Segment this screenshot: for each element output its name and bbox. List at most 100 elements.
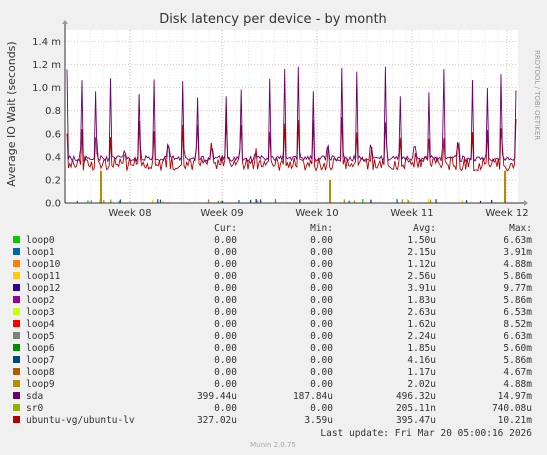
x-axis-arrow <box>524 200 528 206</box>
x-tick-label: Week 08 <box>108 208 151 219</box>
plot-area <box>65 30 518 203</box>
legend-cur: 0.00 <box>214 403 237 414</box>
legend-name: ubuntu-vg/ubuntu-lv <box>26 415 135 426</box>
legend-cur: 0.00 <box>214 235 237 246</box>
legend-avg: 496.32u <box>396 391 436 402</box>
legend-name: loop7 <box>26 355 55 366</box>
rrdtool-credit: RRDTOOL / TOBI OETIKER <box>533 50 541 140</box>
y-tick-label: 1.0 m <box>32 83 61 94</box>
legend-swatch <box>13 392 20 399</box>
legend-min: 0.00 <box>310 271 333 282</box>
legend-cur: 0.00 <box>214 343 237 354</box>
legend-swatch <box>13 404 20 411</box>
y-tick-label: 0.6 <box>45 129 61 140</box>
series-line-sda <box>66 66 517 163</box>
legend-max: 5.86m <box>503 271 532 282</box>
y-axis-label: Average IO Wait (seconds) <box>5 41 18 186</box>
y-axis-arrow <box>62 20 68 24</box>
chart-title: Disk latency per device - by month <box>159 12 387 27</box>
y-tick-label: 0.8 <box>45 106 61 117</box>
legend-name: loop11 <box>26 271 61 282</box>
legend-name: loop12 <box>26 283 60 294</box>
legend-cur: 0.00 <box>214 259 237 270</box>
legend-min: 0.00 <box>310 367 333 378</box>
legend-min: 0.00 <box>310 331 333 342</box>
legend-cur: 0.00 <box>214 307 237 318</box>
legend-name: loop8 <box>26 367 55 378</box>
legend-name: loop1 <box>26 247 55 258</box>
legend-max: 3.91m <box>503 247 532 258</box>
legend-header: Min: <box>310 223 333 234</box>
axes: 0.0 0.2 0.4 0.6 0.8 1.0 m 1.2 m 1.4 m Week 08 Wee… <box>32 20 529 219</box>
legend-swatch <box>13 320 20 327</box>
legend-min: 0.00 <box>310 283 333 294</box>
y-tick-label: 0.4 <box>45 152 61 163</box>
legend-name: loop6 <box>26 343 55 354</box>
legend-max: 8.52m <box>503 319 532 330</box>
legend-avg: 1.85u <box>407 343 436 354</box>
legend-header: Max: <box>509 223 532 234</box>
legend-min: 0.00 <box>310 343 333 354</box>
legend-name: loop4 <box>26 319 55 330</box>
legend-avg: 1.17u <box>407 367 436 378</box>
legend-max: 740.08u <box>492 403 532 414</box>
legend-name: sr0 <box>26 403 43 414</box>
legend-name: loop0 <box>26 235 55 246</box>
x-tick-label: Week 09 <box>200 208 243 219</box>
y-tick-label: 1.2 m <box>32 60 61 71</box>
legend-max: 10.21m <box>498 415 533 426</box>
legend-swatch <box>13 332 20 339</box>
legend-swatch <box>13 272 20 279</box>
legend-swatch <box>13 344 20 351</box>
legend-cur: 0.00 <box>214 379 237 390</box>
legend-min: 0.00 <box>310 235 333 246</box>
series-line-ubuntu-lv <box>66 117 517 172</box>
series-layer <box>66 66 517 203</box>
legend-min: 0.00 <box>310 307 333 318</box>
legend-min: 0.00 <box>310 319 333 330</box>
legend-avg: 1.83u <box>407 295 436 306</box>
y-tick-label: 0.0 <box>45 199 61 210</box>
legend-avg: 205.11n <box>396 403 436 414</box>
legend-max: 14.97m <box>498 391 533 402</box>
legend-name: loop5 <box>26 331 55 342</box>
legend-avg: 2.02u <box>407 379 436 390</box>
legend-avg: 395.47u <box>396 415 436 426</box>
legend-swatch <box>13 248 20 255</box>
last-update: Last update: Fri Mar 20 05:00:16 2026 <box>320 428 532 439</box>
legend-max: 5.86m <box>503 355 532 366</box>
legend-min: 0.00 <box>310 355 333 366</box>
legend-swatch <box>13 356 20 363</box>
munin-footer: Munin 2.0.75 <box>250 441 296 449</box>
legend-name: loop3 <box>26 307 55 318</box>
legend-avg: 1.50u <box>407 235 436 246</box>
legend-cur: 0.00 <box>214 271 237 282</box>
legend-max: 4.88m <box>503 379 532 390</box>
legend-cur: 0.00 <box>214 367 237 378</box>
legend-avg: 2.24u <box>407 331 436 342</box>
legend-min: 0.00 <box>310 247 333 258</box>
legend-avg: 1.62u <box>407 319 436 330</box>
legend-table: Cur: Min: Avg: Max:loop0 0.00 0.00 1.50u 6.63ml… <box>13 223 532 426</box>
legend-cur: 327.02u <box>197 415 237 426</box>
legend-swatch <box>13 380 20 387</box>
legend-name: sda <box>26 391 43 402</box>
legend-min: 0.00 <box>310 295 333 306</box>
legend-swatch <box>13 416 20 423</box>
legend-min: 0.00 <box>310 379 333 390</box>
legend-cur: 0.00 <box>214 331 237 342</box>
legend-header: Avg: <box>413 223 436 234</box>
legend-max: 4.67m <box>503 367 532 378</box>
legend-cur: 399.44u <box>197 391 237 402</box>
legend-avg: 1.12u <box>407 259 436 270</box>
legend-cur: 0.00 <box>214 283 237 294</box>
legend-swatch <box>13 368 20 375</box>
legend-swatch <box>13 284 20 291</box>
legend-max: 9.77m <box>503 283 532 294</box>
legend-swatch <box>13 260 20 267</box>
legend-max: 6.63m <box>503 331 532 342</box>
legend-avg: 2.15u <box>407 247 436 258</box>
legend-avg: 2.63u <box>407 307 436 318</box>
legend-max: 6.63m <box>503 235 532 246</box>
